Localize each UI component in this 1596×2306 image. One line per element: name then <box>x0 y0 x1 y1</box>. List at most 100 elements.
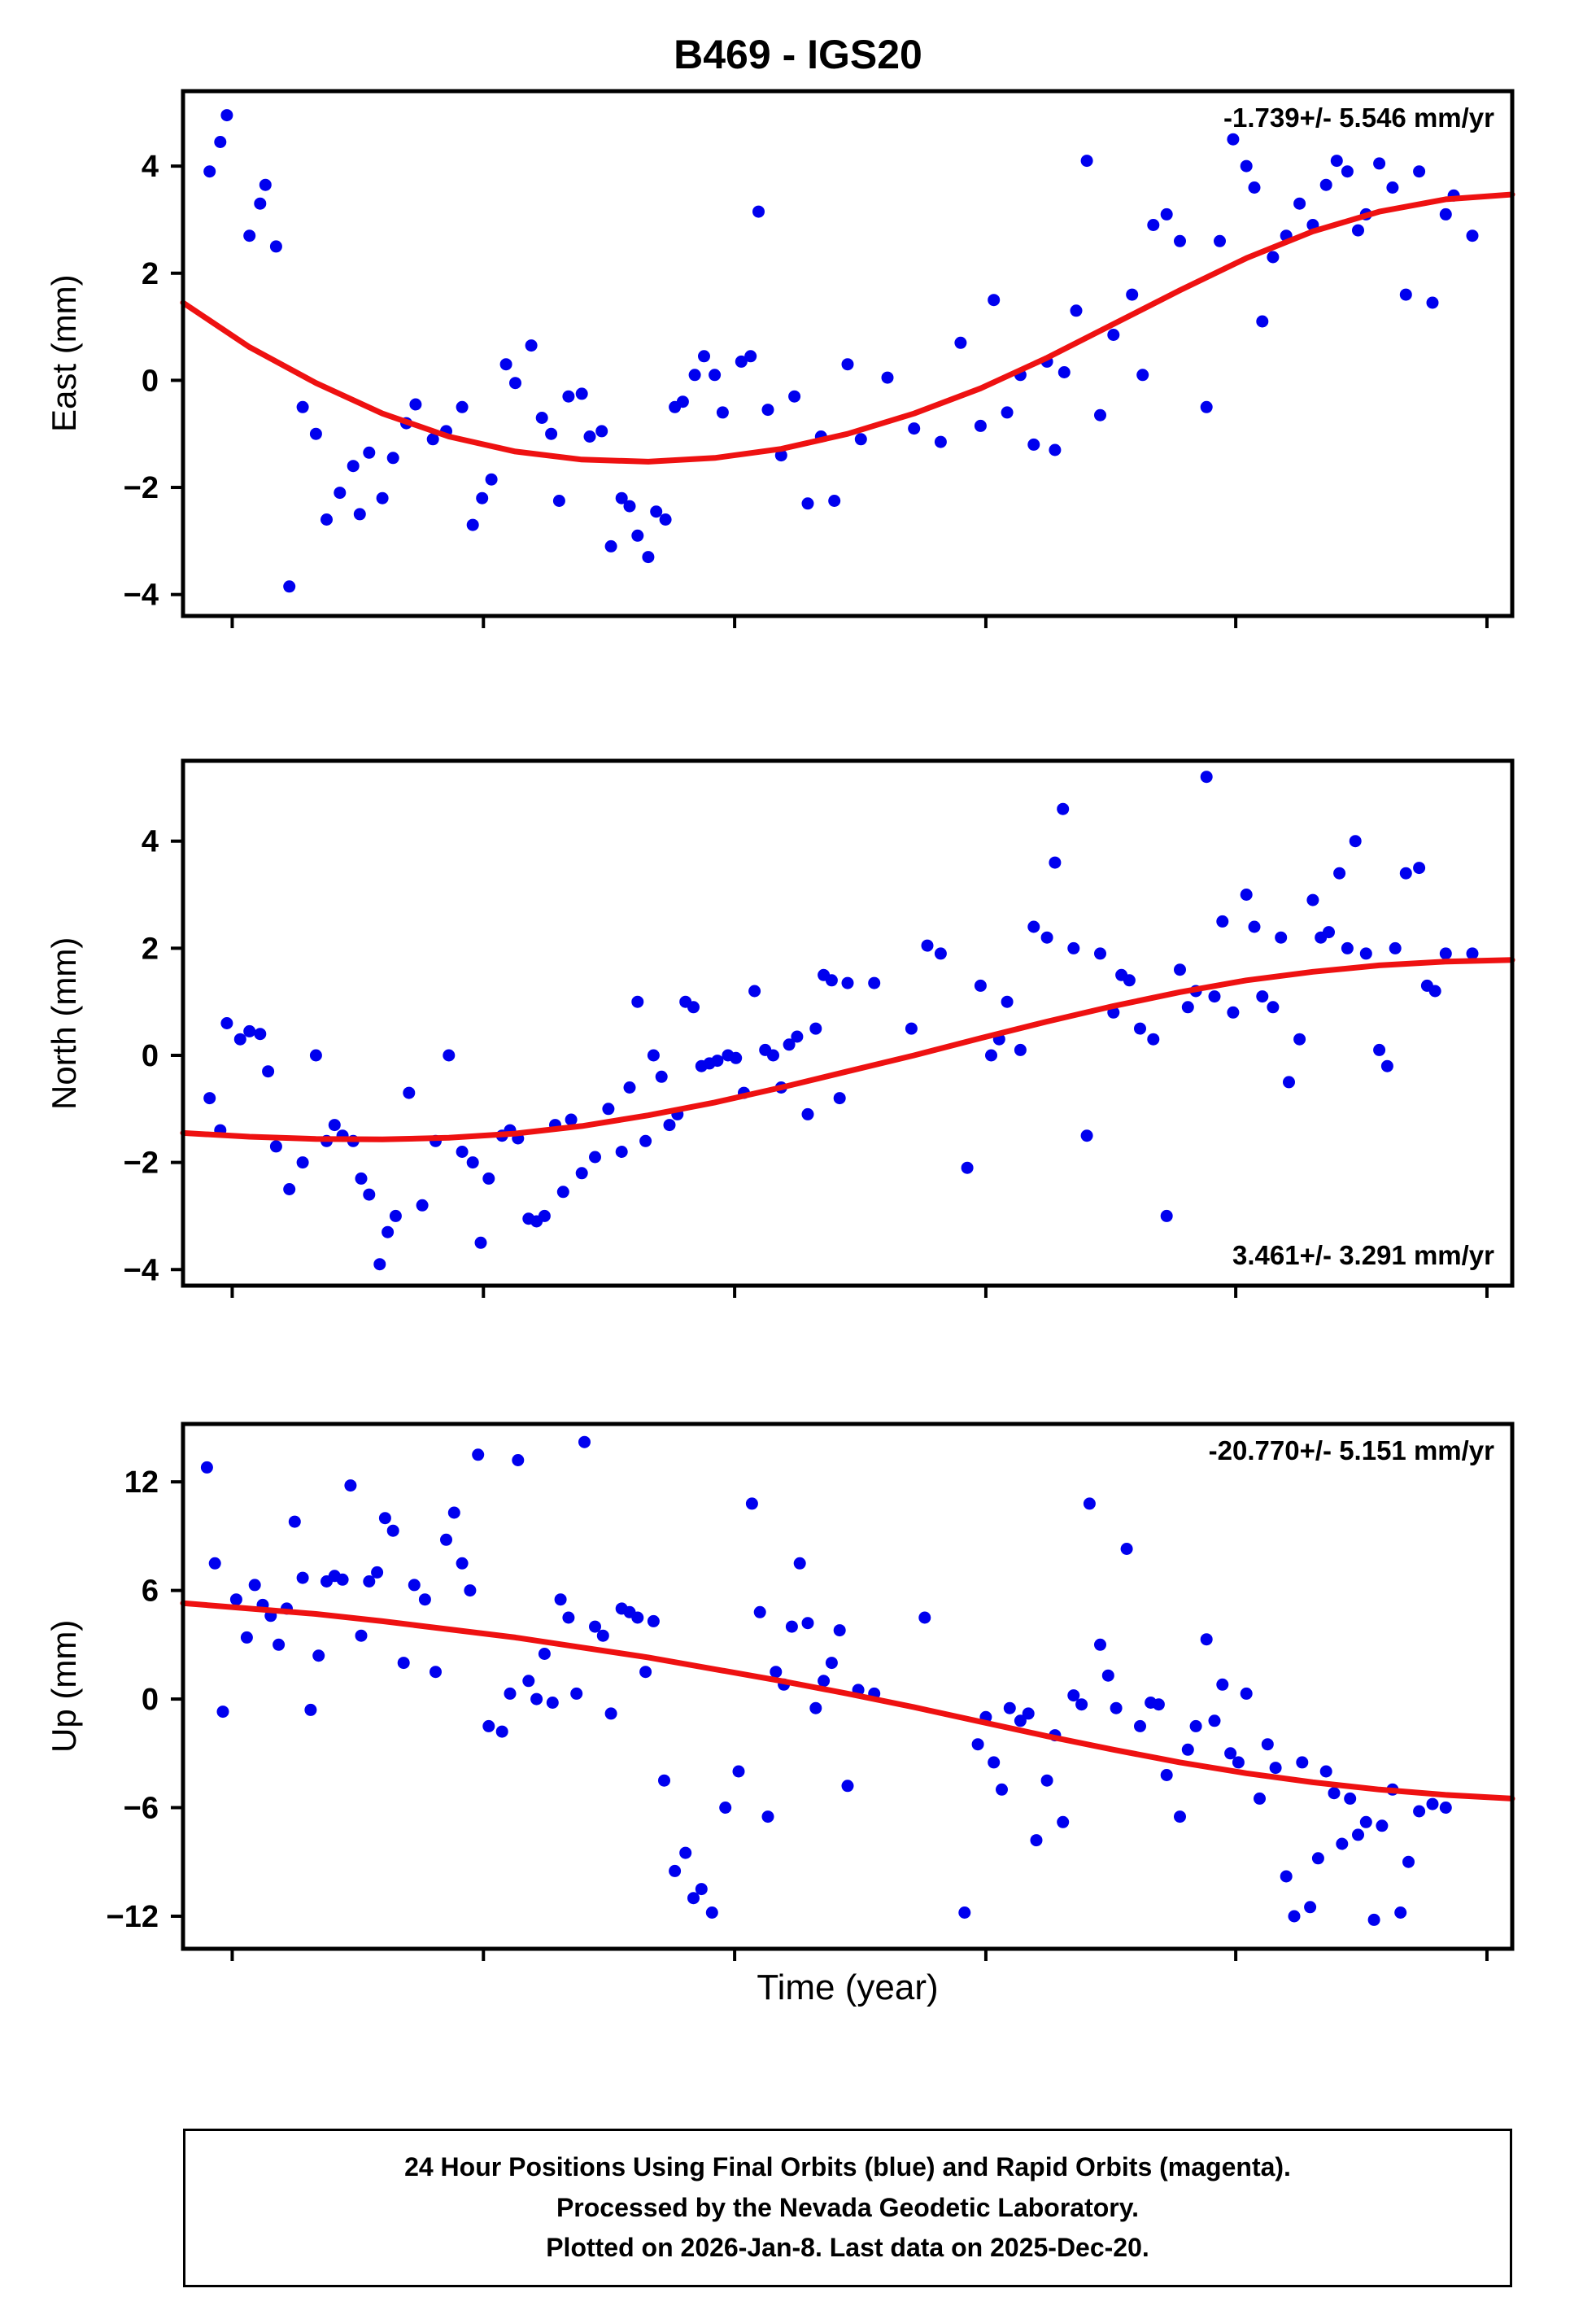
scatter-point <box>595 425 608 438</box>
scatter-point <box>1336 1837 1349 1850</box>
scatter-point <box>1293 1033 1306 1046</box>
scatter-point <box>1330 155 1343 168</box>
scatter-point <box>679 1846 692 1859</box>
scatter-point <box>1359 1815 1372 1828</box>
scatter-point <box>596 1629 609 1642</box>
scatter-point <box>229 1593 242 1606</box>
scatter-point <box>642 551 655 564</box>
footer-box: 24 Hour Positions Using Final Orbits (bl… <box>183 2129 1512 2287</box>
scatter-point <box>208 1557 221 1570</box>
scatter-point <box>868 976 881 989</box>
footer-line-orbits: 24 Hour Positions Using Final Orbits (bl… <box>404 2152 1291 2182</box>
scatter-point <box>716 406 729 419</box>
scatter-point <box>687 1892 700 1905</box>
scatter-point <box>639 1666 652 1679</box>
scatter-point <box>344 1479 357 1492</box>
scatter-point <box>647 1614 660 1627</box>
scatter-point <box>248 1579 261 1592</box>
scatter-point <box>1147 1033 1160 1046</box>
scatter-point <box>382 1225 395 1238</box>
scatter-point <box>1359 947 1372 960</box>
scatter-point <box>443 1049 456 1062</box>
up-axis-label: Up (mm) <box>45 1619 83 1754</box>
y-tick-label: 0 <box>142 1039 159 1073</box>
scatter-point <box>220 1017 233 1029</box>
scatter-point <box>312 1649 325 1662</box>
scatter-point <box>1200 771 1213 784</box>
scatter-point <box>1101 1669 1114 1682</box>
scatter-point <box>770 1666 783 1679</box>
scatter-point <box>730 1051 743 1064</box>
scatter-point <box>1126 288 1139 301</box>
scatter-point <box>1344 1792 1357 1805</box>
scatter-point <box>1094 1638 1106 1651</box>
scatter-point <box>545 427 558 440</box>
scatter-point <box>761 1810 774 1823</box>
scatter-point <box>1319 1765 1332 1778</box>
scatter-point <box>676 395 689 408</box>
scatter-point <box>988 1756 1001 1769</box>
scatter-point <box>604 539 617 552</box>
scatter-point <box>639 1134 652 1147</box>
y-tick-label: −6 <box>124 1792 159 1826</box>
scatter-point <box>1413 165 1426 178</box>
scatter-point <box>474 1236 487 1249</box>
scatter-point <box>833 1624 846 1637</box>
scatter-point <box>447 1506 460 1519</box>
scatter-point <box>397 1657 410 1670</box>
scatter-point <box>283 580 296 593</box>
scatter-point <box>1107 329 1120 341</box>
x-axis-label: Time (year) <box>757 1968 939 2007</box>
scatter-point <box>296 1156 309 1169</box>
y-tick-label: −2 <box>124 471 159 505</box>
scatter-point <box>711 1055 724 1068</box>
scatter-point <box>604 1707 617 1720</box>
scatter-point <box>841 358 854 371</box>
scatter-point <box>1181 1743 1194 1756</box>
scatter-point <box>631 529 644 542</box>
scatter-point <box>1248 181 1261 194</box>
scatter-point <box>761 404 774 417</box>
scatter-point <box>1057 802 1070 815</box>
scatter-point <box>705 1906 718 1919</box>
scatter-point <box>556 1186 569 1199</box>
scatter-point <box>1214 234 1226 247</box>
scatter-point <box>1232 1756 1245 1769</box>
scatter-point <box>1283 1076 1295 1089</box>
scatter-point <box>1280 1870 1293 1883</box>
scatter-point <box>570 1687 583 1700</box>
scatter-point <box>828 495 841 507</box>
scatter-point <box>1261 1738 1274 1751</box>
scatter-point <box>353 508 366 521</box>
scatter-point <box>647 1049 660 1062</box>
scatter-point <box>554 1593 567 1606</box>
scatter-point <box>1240 889 1253 901</box>
east-plot-canvas: −4 −2 0 2 4 <box>124 89 1515 628</box>
scatter-point <box>485 473 498 486</box>
scatter-point <box>1147 219 1160 231</box>
scatter-point <box>328 1119 341 1132</box>
scatter-point <box>615 491 628 504</box>
scatter-point <box>688 369 701 382</box>
scatter-point <box>1304 1901 1317 1914</box>
scatter-point <box>1094 947 1106 960</box>
scatter-point <box>363 446 376 459</box>
scatter-point <box>1306 893 1319 906</box>
scatter-point <box>1333 867 1346 880</box>
scatter-point <box>1160 207 1173 221</box>
scatter-point <box>1352 1828 1364 1841</box>
scatter-point <box>825 974 838 987</box>
trend-line <box>180 1600 1515 1802</box>
y-tick-label: −4 <box>124 579 159 613</box>
scatter-point <box>1040 931 1053 944</box>
scatter-point <box>1376 1819 1389 1832</box>
scatter-point <box>1224 1747 1237 1760</box>
scatter-point <box>525 339 538 352</box>
scatter-point <box>1014 1043 1027 1056</box>
scatter-point <box>466 518 479 531</box>
trend-line <box>180 191 1515 465</box>
scatter-point <box>918 1611 931 1624</box>
scatter-point <box>482 1172 495 1185</box>
y-tick-label: 2 <box>142 932 159 966</box>
scatter-point <box>386 452 399 465</box>
